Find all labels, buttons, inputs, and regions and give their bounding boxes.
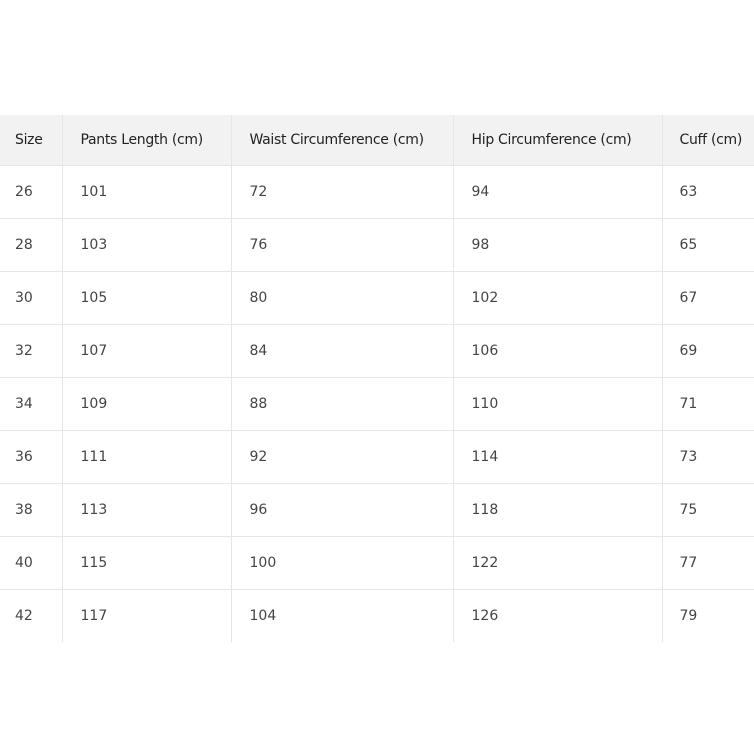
cell-pants-length: 105 [61,271,231,325]
cell-hip: 106 [452,324,662,378]
cell-hip: 122 [452,536,662,590]
table-row: 30 105 80 102 67 [0,271,754,325]
cell-waist: 100 [230,536,453,590]
cell-size: 30 [0,271,62,325]
cell-pants-length: 117 [61,589,231,642]
cell-waist: 72 [230,165,453,219]
cell-cuff: 65 [661,218,754,272]
header-hip: Hip Circumference (cm) [452,115,662,166]
cell-hip: 98 [452,218,662,272]
cell-pants-length: 115 [61,536,231,590]
cell-pants-length: 101 [61,165,231,219]
cell-waist: 80 [230,271,453,325]
cell-waist: 104 [230,589,453,642]
cell-cuff: 77 [661,536,754,590]
table-header: Size Pants Length (cm) Waist Circumferen… [0,115,754,166]
cell-hip: 102 [452,271,662,325]
cell-pants-length: 111 [61,430,231,484]
cell-size: 26 [0,165,62,219]
table-row: 28 103 76 98 65 [0,218,754,272]
cell-cuff: 71 [661,377,754,431]
cell-pants-length: 113 [61,483,231,537]
cell-cuff: 75 [661,483,754,537]
cell-cuff: 79 [661,589,754,642]
header-pants-length: Pants Length (cm) [61,115,231,166]
cell-cuff: 73 [661,430,754,484]
cell-size: 36 [0,430,62,484]
size-chart-table: Size Pants Length (cm) Waist Circumferen… [0,115,754,642]
cell-cuff: 63 [661,165,754,219]
header-size: Size [0,115,62,166]
table-row: 34 109 88 110 71 [0,377,754,431]
cell-waist: 96 [230,483,453,537]
cell-waist: 84 [230,324,453,378]
cell-waist: 88 [230,377,453,431]
cell-cuff: 67 [661,271,754,325]
cell-hip: 114 [452,430,662,484]
table-row: 36 111 92 114 73 [0,430,754,484]
cell-hip: 110 [452,377,662,431]
header-waist: Waist Circumference (cm) [230,115,453,166]
cell-pants-length: 103 [61,218,231,272]
header-cuff: Cuff (cm) [661,115,754,166]
cell-cuff: 69 [661,324,754,378]
cell-hip: 118 [452,483,662,537]
table-row: 32 107 84 106 69 [0,324,754,378]
cell-size: 40 [0,536,62,590]
cell-size: 28 [0,218,62,272]
cell-pants-length: 107 [61,324,231,378]
header-row: Size Pants Length (cm) Waist Circumferen… [0,115,754,166]
table-body: 26 101 72 94 63 28 103 76 98 65 30 105 80 102 67 32 107 8… [0,165,754,642]
cell-waist: 76 [230,218,453,272]
cell-hip: 94 [452,165,662,219]
cell-waist: 92 [230,430,453,484]
cell-size: 32 [0,324,62,378]
cell-size: 42 [15,608,33,624]
table-row: 42 117 104 126 79 [0,589,754,642]
table-row: 26 101 72 94 63 [0,165,754,219]
cell-pants-length: 109 [61,377,231,431]
cell-hip: 126 [452,589,662,642]
cell-size: 38 [0,483,62,537]
cell-size: 34 [0,377,62,431]
table-row: 40 115 100 122 77 [0,536,754,590]
table-row: 38 113 96 118 75 [0,483,754,537]
